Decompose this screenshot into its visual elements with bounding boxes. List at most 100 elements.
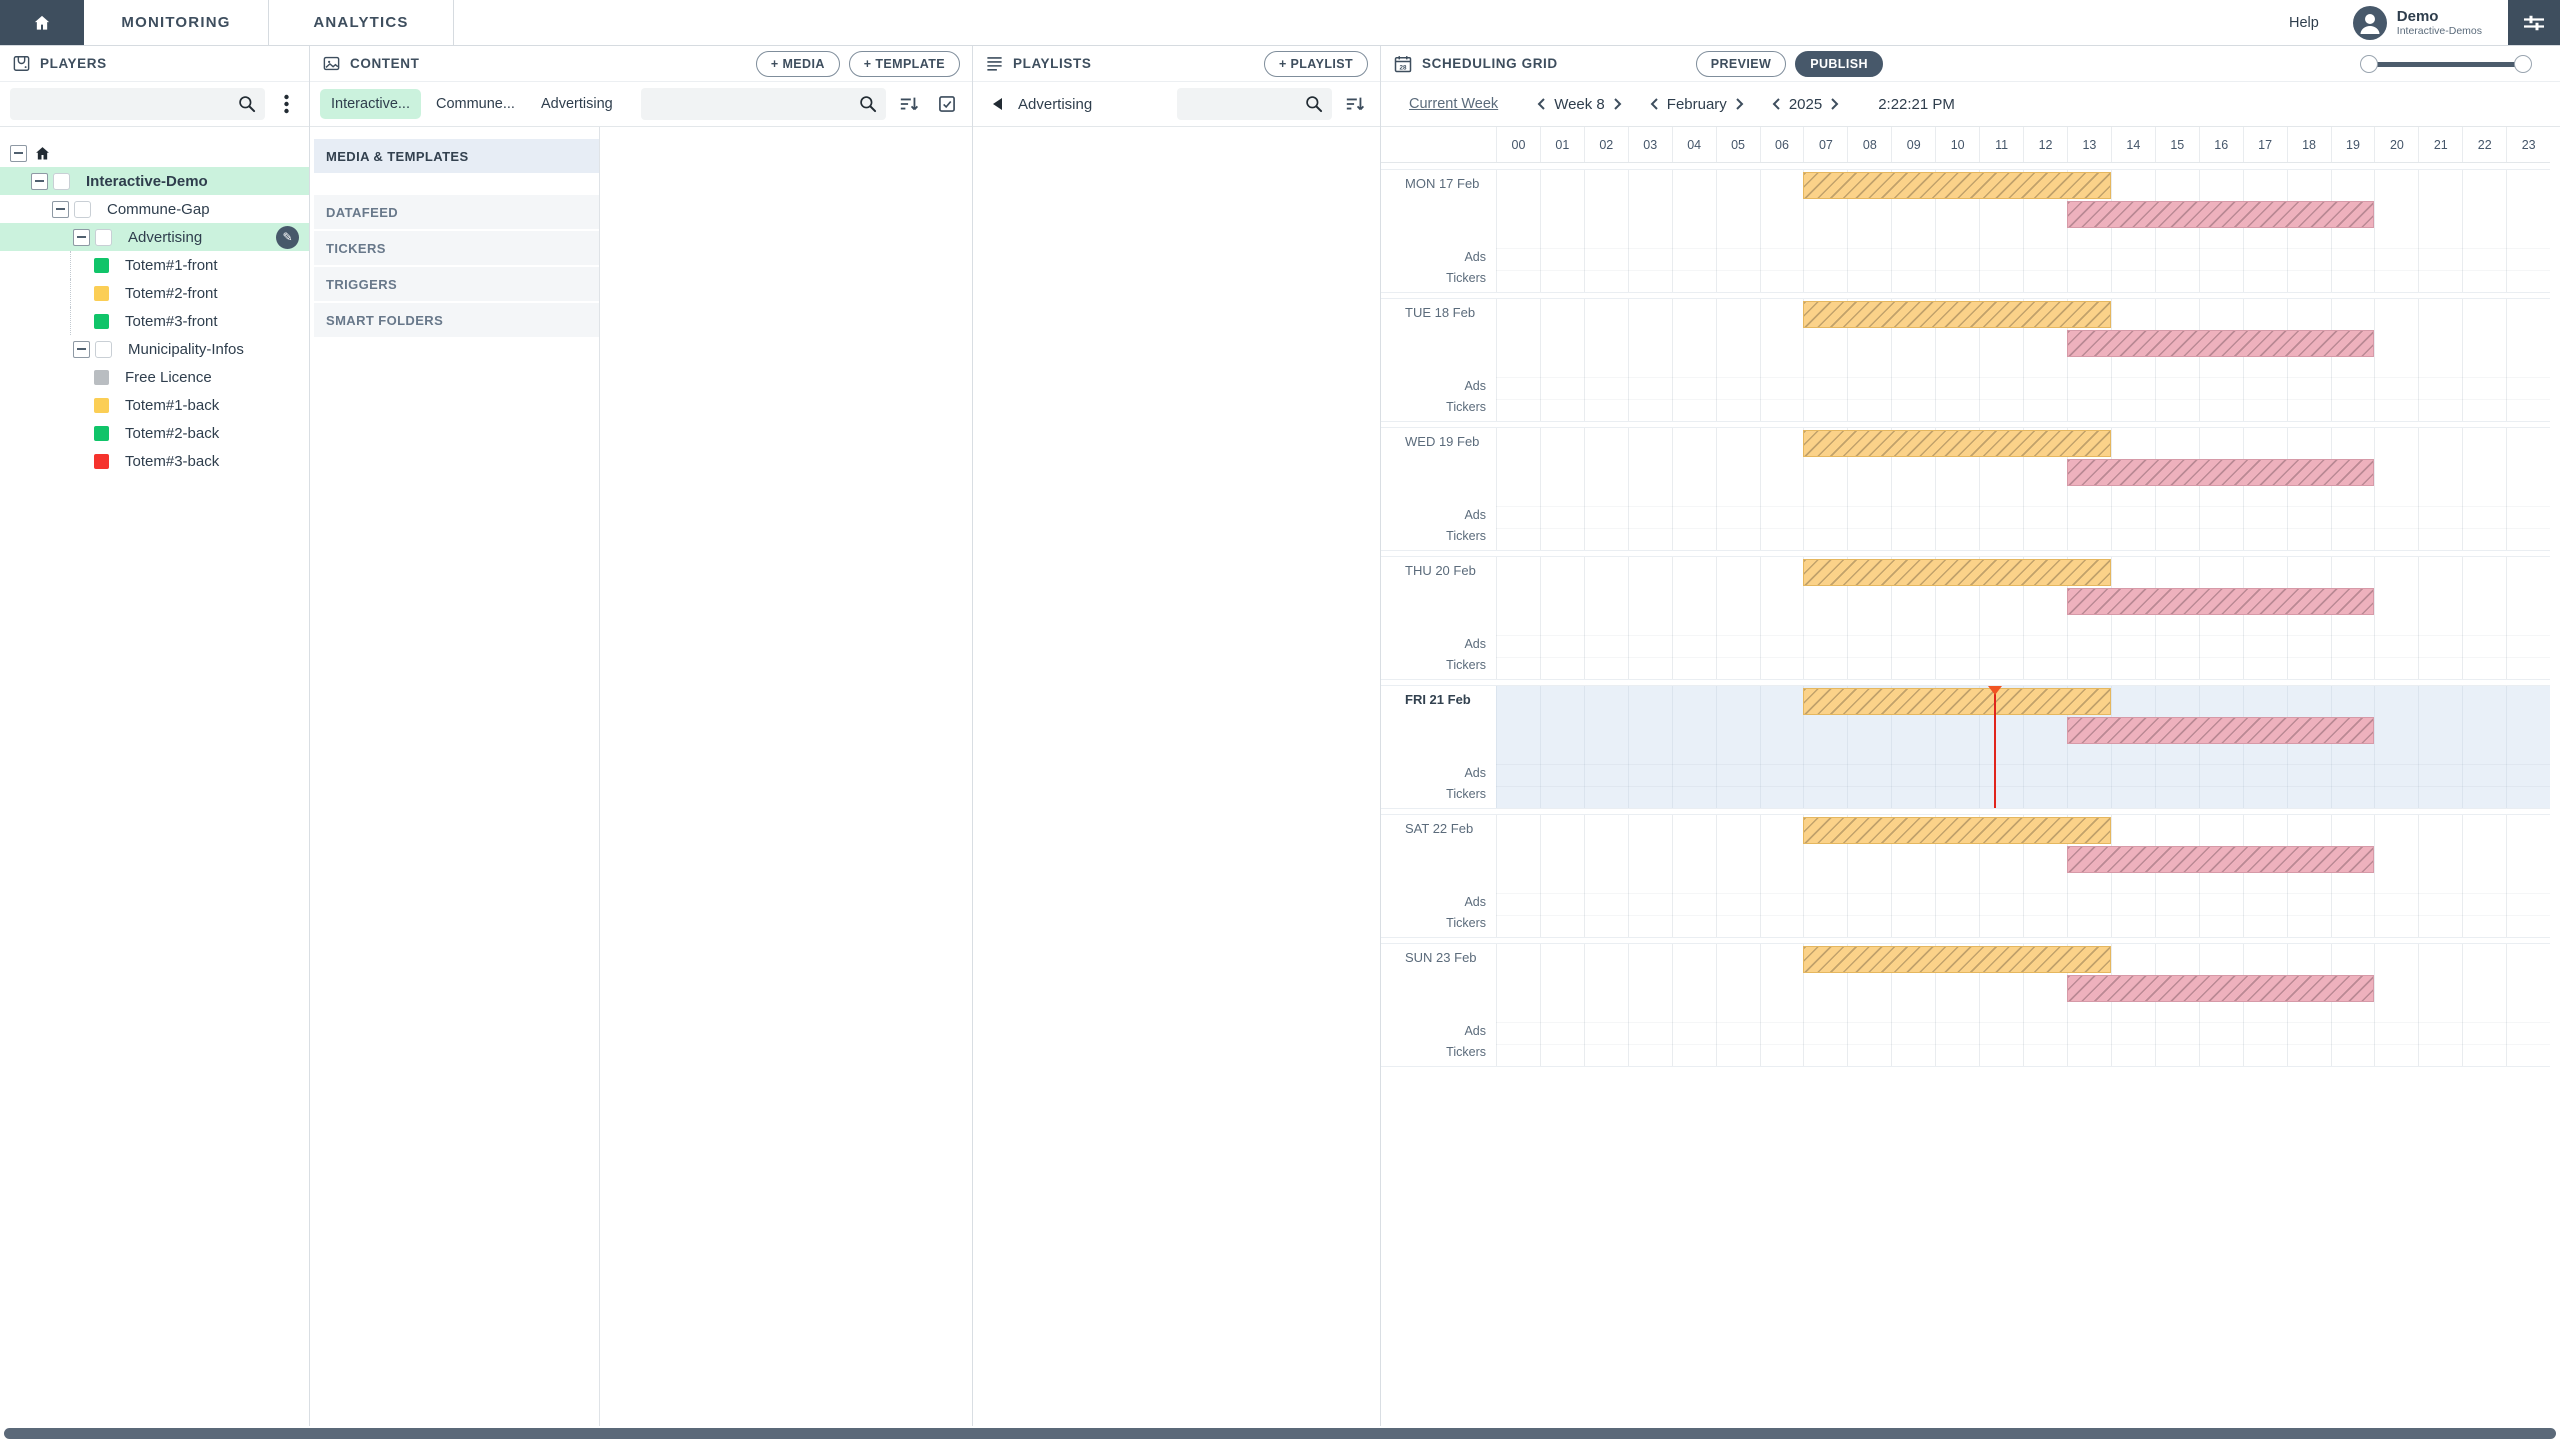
tree-row-interactive-demo[interactable]: Interactive-Demo xyxy=(0,167,309,195)
chevron-left-icon[interactable] xyxy=(1534,96,1550,112)
chevron-left-icon[interactable] xyxy=(1647,96,1663,112)
hour-label: 01 xyxy=(1539,127,1584,162)
grid-zoom-slider[interactable] xyxy=(2360,54,2532,74)
back-icon[interactable] xyxy=(993,98,1002,110)
edit-badge-icon[interactable]: ✎ xyxy=(276,225,299,249)
content-panel: CONTENT + MEDIA + TEMPLATE Interactive..… xyxy=(310,46,973,1426)
expander-icon[interactable] xyxy=(73,340,90,358)
playlists-search-input[interactable] xyxy=(1185,96,1304,112)
content-section-datafeed[interactable]: DATAFEED xyxy=(314,195,599,229)
ads-schedule-bar[interactable] xyxy=(1803,172,2111,199)
day-lanes[interactable] xyxy=(1496,815,2550,937)
content-search-input[interactable] xyxy=(649,96,858,112)
tickers-schedule-bar[interactable] xyxy=(2066,201,2375,228)
preview-button[interactable]: PREVIEW xyxy=(1695,50,1787,77)
players-search-input[interactable] xyxy=(18,96,237,112)
sort-icon[interactable] xyxy=(1340,94,1370,114)
search-icon[interactable] xyxy=(1304,94,1324,114)
content-main-area[interactable] xyxy=(600,127,972,1426)
hour-label: 16 xyxy=(2198,127,2243,162)
content-section-tickers[interactable]: TICKERS xyxy=(314,231,599,265)
kebab-menu-icon[interactable] xyxy=(273,94,299,114)
tree-row-commune-gap[interactable]: Commune-Gap xyxy=(0,195,309,223)
scrollbar-thumb[interactable] xyxy=(4,1427,2556,1439)
ads-lane-label: Ads xyxy=(1464,637,1486,651)
search-icon[interactable] xyxy=(237,94,257,114)
day-lanes[interactable] xyxy=(1496,557,2550,679)
tree-row-totem-3-back[interactable]: Totem#3-back xyxy=(0,447,309,475)
hour-cell-bg xyxy=(2023,815,2067,937)
ads-schedule-bar[interactable] xyxy=(1803,688,2111,715)
ads-schedule-bar[interactable] xyxy=(1803,301,2111,328)
day-row-thu-20-feb: THU 20 Feb Ads Tickers xyxy=(1381,556,2550,680)
tab-monitoring[interactable]: MONITORING xyxy=(84,0,269,45)
tree-row-totem-1-back[interactable]: Totem#1-back xyxy=(0,391,309,419)
hour-cell-bg xyxy=(2110,944,2155,1066)
sort-icon[interactable] xyxy=(894,94,924,114)
tree-row-advertising[interactable]: Advertising ✎ xyxy=(0,223,309,251)
content-tab-interactive[interactable]: Interactive... xyxy=(320,89,421,119)
tree-guide-line xyxy=(70,307,71,335)
tree-root-row[interactable] xyxy=(0,139,309,167)
tab-analytics[interactable]: ANALYTICS xyxy=(269,0,454,45)
tree-row-totem-2-back[interactable]: Totem#2-back xyxy=(0,419,309,447)
tree-row-totem-1-front[interactable]: Totem#1-front xyxy=(0,251,309,279)
tree-row-municipality-infos[interactable]: Municipality-Infos xyxy=(0,335,309,363)
tickers-schedule-bar[interactable] xyxy=(2066,975,2375,1002)
add-media-button[interactable]: + MEDIA xyxy=(755,50,840,77)
slider-handle-left[interactable] xyxy=(2360,54,2378,73)
players-search[interactable] xyxy=(10,88,265,120)
chevron-right-icon[interactable] xyxy=(1826,96,1842,112)
ads-schedule-bar[interactable] xyxy=(1803,817,2111,844)
content-tab-advertising[interactable]: Advertising xyxy=(540,96,613,112)
hour-cell-bg xyxy=(1671,299,1716,421)
multiselect-checkbox-icon[interactable] xyxy=(932,94,962,114)
search-icon[interactable] xyxy=(858,94,878,114)
tickers-schedule-bar[interactable] xyxy=(2066,588,2375,615)
ads-schedule-bar[interactable] xyxy=(1803,946,2111,973)
slider-handle-right[interactable] xyxy=(2514,54,2532,73)
day-lanes[interactable] xyxy=(1496,170,2550,292)
day-lanes[interactable] xyxy=(1496,944,2550,1066)
settings-button[interactable] xyxy=(2508,0,2560,45)
help-link[interactable]: Help xyxy=(2288,14,2319,31)
current-week-link[interactable]: Current Week xyxy=(1409,96,1499,112)
user-menu[interactable]: Demo Interactive-Demos xyxy=(2352,0,2482,45)
expander-icon[interactable] xyxy=(73,228,90,246)
tree-row-totem-3-front[interactable]: Totem#3-front xyxy=(0,307,309,335)
chevron-right-icon[interactable] xyxy=(1731,96,1747,112)
expander-icon[interactable] xyxy=(31,172,48,190)
day-lanes[interactable] xyxy=(1496,299,2550,421)
home-button[interactable] xyxy=(0,0,84,45)
playlists-search[interactable] xyxy=(1177,88,1332,120)
chevron-right-icon[interactable] xyxy=(1609,96,1625,112)
tree-row-totem-2-front[interactable]: Totem#2-front xyxy=(0,279,309,307)
tickers-schedule-bar[interactable] xyxy=(2066,846,2375,873)
day-lanes[interactable] xyxy=(1496,428,2550,550)
content-tab-commune[interactable]: Commune... xyxy=(435,96,515,112)
tickers-schedule-bar[interactable] xyxy=(2066,459,2375,486)
chevron-left-icon[interactable] xyxy=(1769,96,1785,112)
checkbox[interactable] xyxy=(95,228,112,246)
player-status-indicator xyxy=(94,425,109,441)
checkbox[interactable] xyxy=(53,172,70,190)
tickers-schedule-bar[interactable] xyxy=(2066,717,2375,744)
add-template-button[interactable]: + TEMPLATE xyxy=(848,50,960,77)
ads-schedule-bar[interactable] xyxy=(1803,430,2111,457)
playlist-items-area[interactable] xyxy=(973,127,1380,1426)
checkbox[interactable] xyxy=(95,340,112,358)
content-section-smart-folders[interactable]: SMART FOLDERS xyxy=(314,303,599,337)
tree-row-free-licence[interactable]: Free Licence xyxy=(0,363,309,391)
day-lanes[interactable] xyxy=(1496,686,2550,808)
content-section-media-templates[interactable]: MEDIA & TEMPLATES xyxy=(314,139,599,173)
publish-button[interactable]: PUBLISH xyxy=(1795,50,1883,77)
content-section-triggers[interactable]: TRIGGERS xyxy=(314,267,599,301)
expander-icon[interactable] xyxy=(10,144,27,162)
ads-schedule-bar[interactable] xyxy=(1803,559,2111,586)
checkbox[interactable] xyxy=(74,200,91,218)
content-search[interactable] xyxy=(641,88,886,120)
expander-icon[interactable] xyxy=(52,200,69,218)
tickers-schedule-bar[interactable] xyxy=(2066,330,2375,357)
user-name: Demo xyxy=(2396,8,2439,25)
add-playlist-button[interactable]: + PLAYLIST xyxy=(1263,50,1368,77)
